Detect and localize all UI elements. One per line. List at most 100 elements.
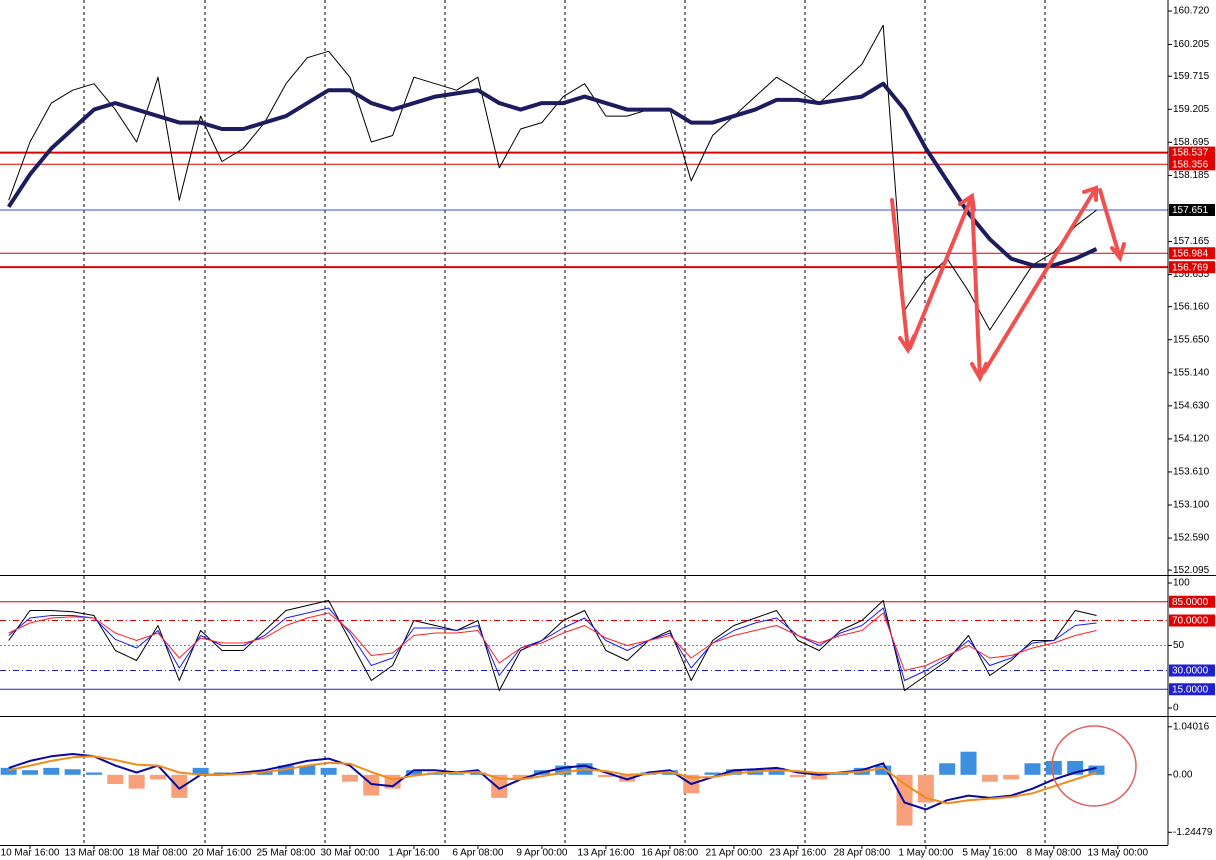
histogram-bar: [597, 774, 614, 778]
histogram-bar: [341, 774, 358, 782]
y-tick-label: 160.720: [1173, 6, 1210, 17]
y-tick-label: 0.00: [1173, 769, 1193, 780]
y-tick-label: 154.630: [1173, 400, 1210, 411]
y-tick-label: 1.04016: [1173, 721, 1210, 732]
series-line: [8, 600, 1097, 691]
histogram-bar: [299, 765, 316, 775]
histogram-bar: [0, 767, 17, 775]
y-tick-label: 155.140: [1173, 367, 1210, 378]
level-label: 70.0000: [1172, 616, 1209, 627]
level-label: 15.0000: [1172, 684, 1209, 695]
level-label: 158.537: [1172, 148, 1209, 159]
x-tick-label: 23 Apr 16:00: [770, 848, 827, 859]
histogram-bar: [960, 751, 977, 775]
histogram-bar: [725, 769, 742, 775]
histogram-bar: [512, 774, 529, 780]
y-tick-label: 156.160: [1173, 301, 1210, 312]
x-tick-label: 30 Mar 00:00: [320, 848, 379, 859]
histogram-bar: [213, 772, 230, 775]
y-tick-label: 153.100: [1173, 500, 1210, 511]
x-tick-label: 13 Mar 08:00: [65, 848, 124, 859]
x-tick-label: 18 Mar 08:00: [129, 848, 188, 859]
series-line: [8, 24, 1097, 331]
series-line: [8, 755, 1097, 805]
x-tick-label: 20 Mar 16:00: [193, 848, 252, 859]
histogram-bar: [107, 774, 124, 785]
histogram-bar: [128, 774, 145, 789]
plot: 160.720 160.205 159.715 159.205 158.695 158.1…: [0, 6, 1215, 859]
level-label-box: [1169, 146, 1215, 159]
x-tick-label: 6 Apr 08:00: [452, 848, 504, 859]
y-tick-label: 50: [1173, 640, 1185, 651]
level-label-box: [1169, 683, 1215, 696]
y-tick-label: 158.185: [1173, 170, 1210, 181]
histogram-bar: [469, 772, 486, 775]
y-tick-label: 156.655: [1173, 269, 1210, 280]
histogram-bar: [85, 772, 102, 775]
histogram-bar: [64, 769, 81, 775]
arrow: [1098, 188, 1126, 263]
x-tick-label: 9 Apr 00:00: [516, 848, 568, 859]
arrow: [982, 185, 1098, 374]
histogram-bar: [1003, 774, 1020, 780]
series-line: [7, 81, 1098, 268]
x-tick-label: 13 Apr 16:00: [578, 848, 635, 859]
series-line: [8, 607, 1097, 681]
level-label: 156.769: [1172, 262, 1209, 273]
level-label: 158.356: [1172, 159, 1209, 170]
series-line: [8, 753, 1097, 811]
time-grid: [83, 0, 1046, 845]
histogram-bar: [149, 774, 166, 780]
histogram-bar: [171, 774, 188, 798]
y-tick-label: 0: [1173, 703, 1179, 714]
histogram-bar: [405, 770, 422, 775]
histogram-bar: [1045, 760, 1062, 775]
y-tick-label: 158.695: [1173, 137, 1210, 148]
histogram-bar: [491, 774, 508, 798]
histogram-bar: [789, 774, 806, 778]
level-label: 156.984: [1172, 248, 1209, 259]
histogram-bar: [22, 770, 38, 775]
histogram-bar: [768, 767, 785, 775]
histogram-bar: [320, 767, 337, 775]
level-label-box: [1169, 595, 1215, 608]
annotation-arrows: [890, 185, 1126, 383]
y-tick-label: 152.590: [1173, 533, 1210, 544]
histogram-bar: [448, 773, 465, 775]
level-label-box: [1169, 158, 1215, 171]
x-tick-label: 1 Apr 16:00: [388, 848, 440, 859]
histogram-bar: [896, 774, 913, 826]
x-tick-label: 8 May 08:00: [1026, 848, 1081, 859]
y-tick-label: 159.205: [1173, 104, 1210, 115]
y-tick-label: 155.650: [1173, 334, 1210, 345]
histogram-bar: [939, 763, 956, 775]
y-tick-label: -1.24479: [1173, 827, 1213, 838]
level-label: 157.651: [1172, 205, 1209, 216]
y-tick-label: 160.205: [1173, 39, 1210, 50]
level-label: 30.0000: [1172, 666, 1209, 677]
x-tick-label: 5 May 16:00: [962, 848, 1017, 859]
y-tick-label: 154.120: [1173, 434, 1210, 445]
histogram-bar: [192, 767, 209, 775]
x-tick-label: 16 Apr 08:00: [642, 848, 699, 859]
histogram-bar: [43, 767, 60, 775]
level-label: 85.0000: [1172, 597, 1209, 608]
x-tick-label: 28 Apr 08:00: [834, 848, 891, 859]
x-tick-label: 13 May 00:00: [1088, 848, 1149, 859]
y-tick-label: 157.165: [1173, 236, 1210, 247]
level-label-box: [1169, 614, 1215, 627]
x-tick-label: 10 Mar 16:00: [1, 848, 60, 859]
x-tick-label: 1 May 00:00: [898, 848, 953, 859]
y-tick-label: 153.610: [1173, 467, 1210, 478]
histogram-bar: [1088, 765, 1105, 775]
level-label-box: [1169, 261, 1215, 274]
series-line: [8, 612, 1097, 671]
level-label-box: [1169, 664, 1215, 677]
x-tick-label: 25 Mar 08:00: [256, 848, 315, 859]
y-tick-label: 159.715: [1173, 71, 1210, 82]
histogram-bar: [981, 774, 998, 782]
